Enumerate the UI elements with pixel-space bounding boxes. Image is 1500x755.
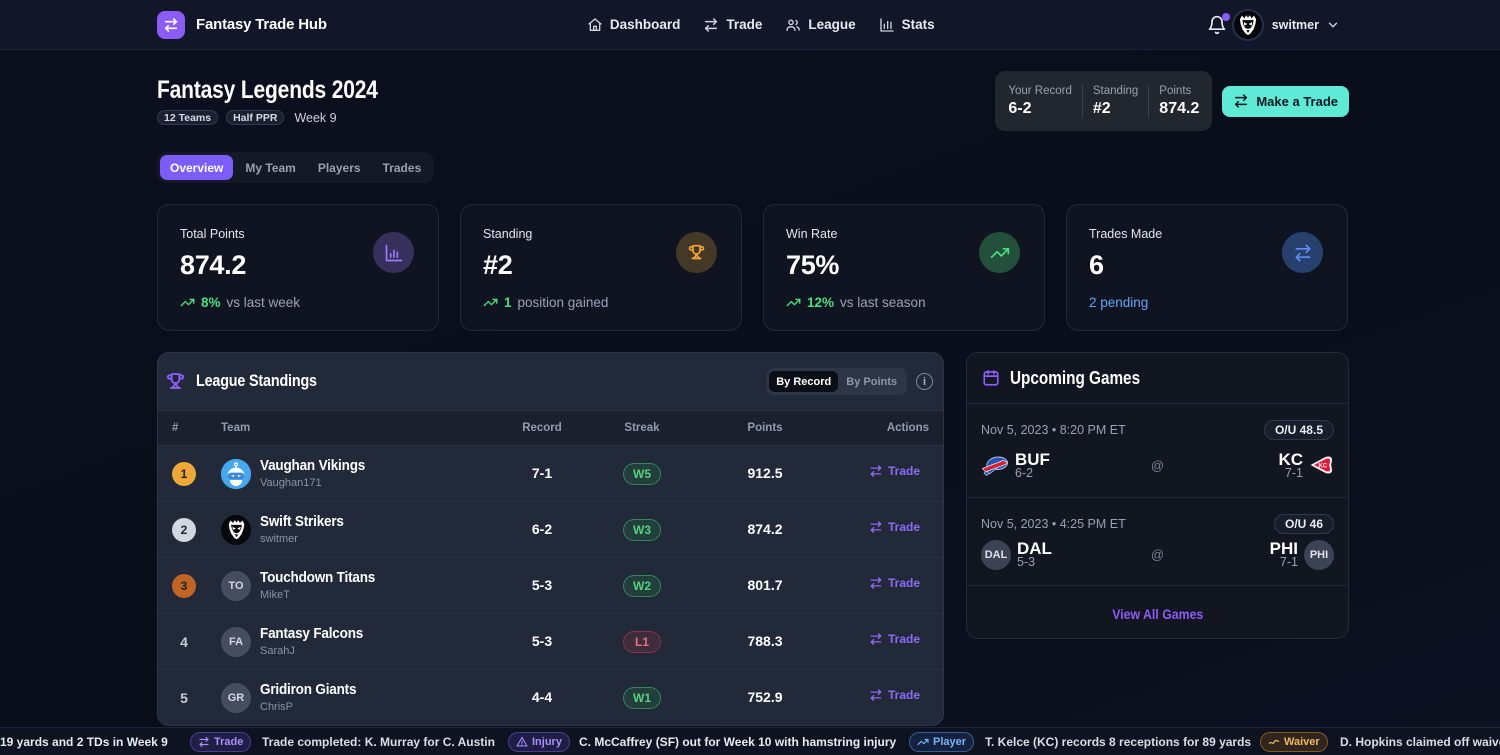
svg-text:KC: KC <box>1318 464 1327 470</box>
